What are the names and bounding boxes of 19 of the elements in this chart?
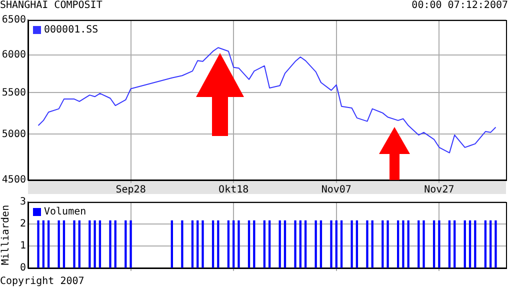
y-tick-label: 3 — [20, 196, 26, 208]
chart-title: SHANGHAI COMPOSIT — [0, 0, 102, 11]
x-tick-label: Sep28 — [116, 184, 146, 196]
x-tick-label: Okt18 — [218, 184, 249, 196]
y-tick-label: 5500 — [2, 87, 26, 98]
y-tick-label: 0 — [20, 262, 26, 274]
y-tick-label: 6000 — [2, 49, 26, 60]
y-tick-label: 1 — [20, 240, 26, 252]
y-axis-title: Milliarden — [0, 204, 12, 266]
x-tick-label: Nov27 — [424, 184, 454, 196]
y-tick-label: 5000 — [2, 128, 26, 140]
text: Copyright 2007 — [0, 276, 84, 287]
y-tick-label: 2 — [20, 218, 26, 230]
x-tick-label: Nov07 — [321, 184, 352, 196]
text: 00:00 07:12:2007 — [412, 0, 508, 11]
y-tick-label: 6500 — [2, 14, 26, 26]
legend-label: 000001.SS — [44, 24, 98, 36]
y-tick-label: 4500 — [2, 174, 26, 186]
legend-label: Volumen — [44, 206, 86, 218]
